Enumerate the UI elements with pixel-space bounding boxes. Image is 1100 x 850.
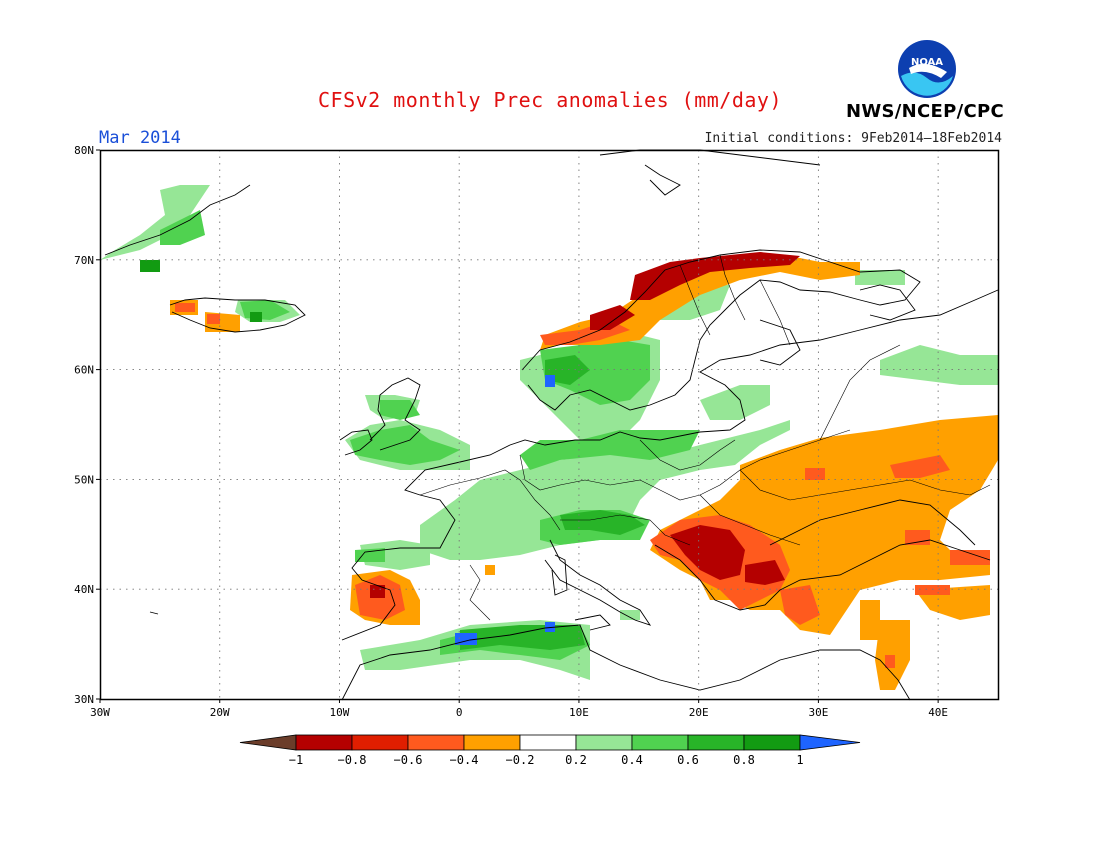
lat-tick-label: 50N [74, 473, 94, 486]
graticule [100, 150, 998, 699]
colorbar-tick-label: −1 [289, 753, 303, 767]
colorbar-tick-label: 0.2 [565, 753, 587, 767]
colorbar-segment [463, 734, 521, 751]
anomaly-shading [100, 185, 998, 690]
colorbar-segment [575, 734, 633, 751]
map-frame [99, 149, 1000, 701]
lon-tick-label: 30W [90, 706, 110, 719]
colorbar-segment [407, 734, 465, 751]
lat-tick-label: 30N [74, 693, 94, 706]
logo-text: NOAA [911, 57, 943, 68]
latitude-labels: 30N 40N 50N 60N 70N 80N [74, 144, 100, 706]
colorbar-segment [687, 734, 745, 751]
lon-tick-label: 20E [689, 706, 709, 719]
colorbar-segment [519, 734, 577, 751]
initial-conditions: Initial conditions: 9Feb2014–18Feb2014 [704, 131, 1002, 146]
noaa-logo: NOAA [898, 40, 956, 98]
lon-tick-label: 40E [928, 706, 948, 719]
lat-tick-label: 80N [74, 144, 94, 157]
forecast-month: Mar 2014 [99, 128, 181, 148]
lat-tick-label: 40N [74, 583, 94, 596]
colorbar: −1 −0.8 −0.6 −0.4 −0.2 0.2 0.4 0.6 0.8 1 [239, 734, 861, 767]
lon-tick-label: 30E [808, 706, 828, 719]
colorbar-tick-label: 0.6 [677, 753, 699, 767]
lon-tick-label: 0 [456, 706, 463, 719]
longitude-labels: 30W 20W 10W 0 10E 20E 30E 40E [90, 699, 948, 719]
colorbar-tick-label: −0.6 [394, 753, 423, 767]
lat-tick-label: 70N [74, 254, 94, 267]
map-title: CFSv2 monthly Prec anomalies (mm/day) [317, 88, 783, 112]
colorbar-tick-label: 0.8 [733, 753, 755, 767]
colorbar-segment [743, 734, 801, 751]
colorbar-segment [351, 734, 409, 751]
colorbar-segment [631, 734, 689, 751]
lon-tick-label: 10W [330, 706, 350, 719]
colorbar-tick-label: −0.2 [506, 753, 535, 767]
colorbar-tick-label: 0.4 [621, 753, 643, 767]
colorbar-low-arrow [239, 734, 297, 751]
colorbar-tick-label: 1 [796, 753, 803, 767]
lon-tick-label: 10E [569, 706, 589, 719]
colorbar-high-arrow [799, 734, 861, 751]
colorbar-tick-label: −0.8 [338, 753, 367, 767]
colorbar-tick-label: −0.4 [450, 753, 479, 767]
agency-label: NWS/NCEP/CPC [846, 101, 1005, 122]
colorbar-segment [295, 734, 353, 751]
lat-tick-label: 60N [74, 364, 94, 377]
lon-tick-label: 20W [210, 706, 230, 719]
country-borders [419, 254, 991, 621]
